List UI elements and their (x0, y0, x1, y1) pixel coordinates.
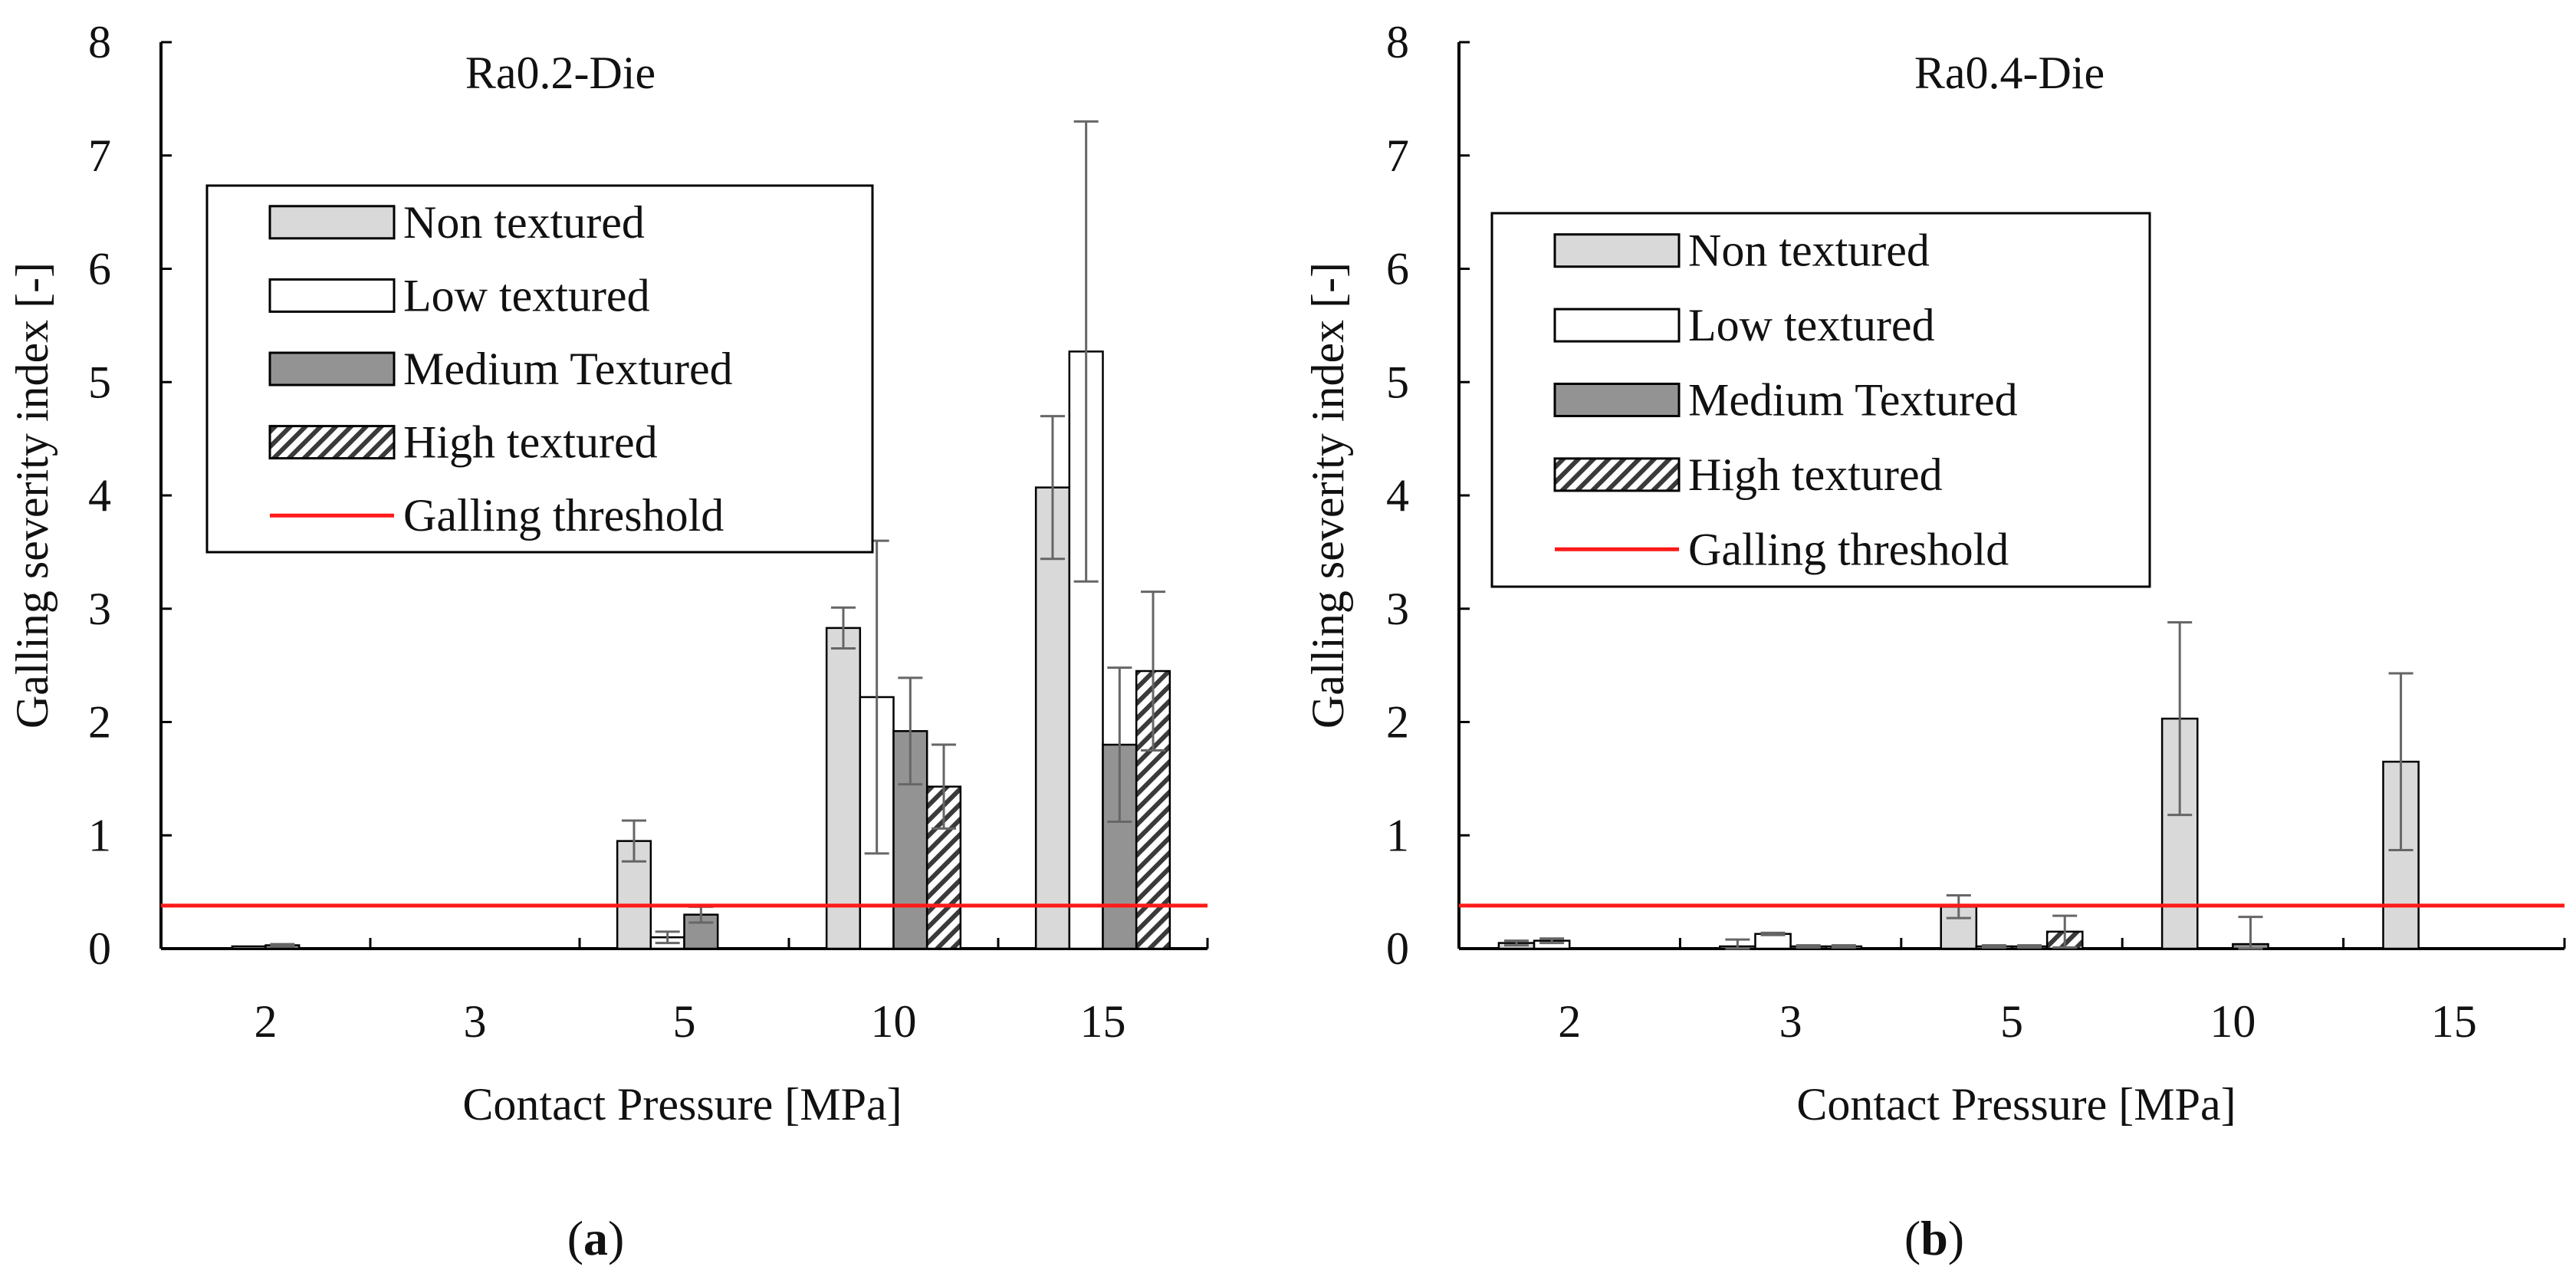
x-tick-label: 15 (1080, 996, 1126, 1047)
bar-non-textured-5 (616, 840, 652, 950)
panel-label-close: ) (1948, 1211, 1964, 1265)
y-tick-label: 7 (1386, 130, 1409, 181)
y-tick-label: 8 (1386, 17, 1409, 67)
legend-label: Low textured (1688, 300, 1935, 350)
chart-panel-a: 0 1 2 3 4 5 6 7 8 2 3 5 10 15 Ra0.2-Die Non textured Low… (7, 17, 1209, 1265)
x-tick-label: 10 (871, 996, 917, 1047)
panel-label: (a) (567, 1211, 625, 1265)
panel-label-close: ) (608, 1211, 624, 1265)
y-tick-label: 2 (88, 697, 111, 748)
y-tick-label: 7 (88, 130, 111, 181)
legend-label: Medium Textured (403, 344, 733, 394)
y-axis-label: Galling severity index [-] (7, 262, 58, 729)
y-tick-label: 3 (88, 584, 111, 634)
legend-swatch-high-textured (268, 425, 396, 460)
y-tick-label: 2 (1386, 697, 1409, 748)
legend-swatch-low-textured (268, 278, 396, 313)
x-tick-label: 10 (2210, 996, 2256, 1047)
x-tick-label: 15 (2431, 996, 2477, 1047)
legend-label: Non textured (403, 197, 645, 248)
x-tick-label: 3 (464, 996, 487, 1047)
legend-label: Galling threshold (1688, 524, 2009, 574)
legend-swatch-high-textured (1553, 457, 1681, 492)
x-tick-label: 3 (1779, 996, 1802, 1047)
legend-label: High textured (403, 417, 658, 468)
x-axis-label: Contact Pressure [MPa] (462, 1079, 902, 1130)
y-axis-label: Galling severity index [-] (1303, 262, 1353, 729)
y-tick-label: 5 (88, 357, 111, 407)
chart-title: Ra0.4-Die (1914, 48, 2104, 98)
y-tick-label: 1 (88, 810, 111, 860)
legend-swatch-non-textured (1553, 233, 1681, 268)
y-tick-label: 6 (88, 244, 111, 294)
panel-label-letter: b (1921, 1211, 1948, 1265)
y-tick-label: 4 (88, 470, 111, 521)
x-tick-label: 5 (673, 996, 696, 1047)
legend-label: Low textured (403, 270, 650, 321)
x-tick-label: 2 (255, 996, 278, 1047)
legend-swatch-non-textured (268, 205, 396, 240)
y-tick-label: 1 (1386, 810, 1409, 860)
y-tick-label: 4 (1386, 470, 1409, 521)
panel-label-open: ( (567, 1211, 583, 1265)
legend-label: Non textured (1688, 225, 1930, 276)
legend-label: High textured (1688, 449, 1943, 500)
y-tick-label: 0 (88, 923, 111, 974)
legend-swatch-medium-textured (268, 351, 396, 387)
bar-non-textured-10 (825, 627, 862, 950)
y-tick-label: 0 (1386, 923, 1409, 974)
chart-title: Ra0.2-Die (465, 48, 656, 98)
y-tick-label: 6 (1386, 244, 1409, 294)
x-axis-label: Contact Pressure [MPa] (1796, 1079, 2236, 1130)
y-tick-label: 3 (1386, 584, 1409, 634)
panel-label: (b) (1904, 1211, 1964, 1265)
panel-label-open: ( (1904, 1211, 1921, 1265)
x-tick-label: 5 (2000, 996, 2023, 1047)
bar-low-textured-2 (231, 945, 267, 950)
chart-panel-b: 0 1 2 3 4 5 6 7 8 2 3 5 10 15 Ra0.4-Die Non textured Low… (1303, 17, 2566, 1265)
y-tick-label: 8 (88, 17, 111, 67)
x-tick-label: 2 (1558, 996, 1581, 1047)
legend-swatch-medium-textured (1553, 383, 1681, 417)
y-tick-label: 5 (1386, 357, 1409, 407)
panel-label-letter: a (583, 1211, 608, 1265)
legend-swatch-low-textured (1553, 308, 1681, 343)
legend-label: Medium Textured (1688, 375, 2018, 426)
legend-label: Galling threshold (403, 490, 724, 541)
